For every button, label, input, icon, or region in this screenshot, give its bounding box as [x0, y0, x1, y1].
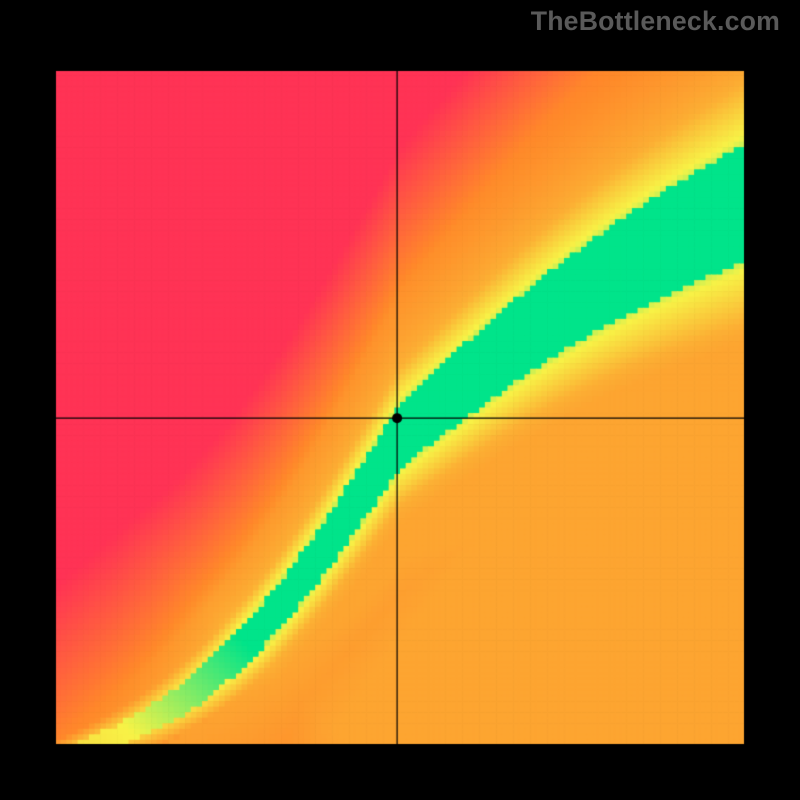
bottleneck-heatmap [0, 0, 800, 800]
chart-container: TheBottleneck.com [0, 0, 800, 800]
watermark-text: TheBottleneck.com [531, 6, 780, 37]
